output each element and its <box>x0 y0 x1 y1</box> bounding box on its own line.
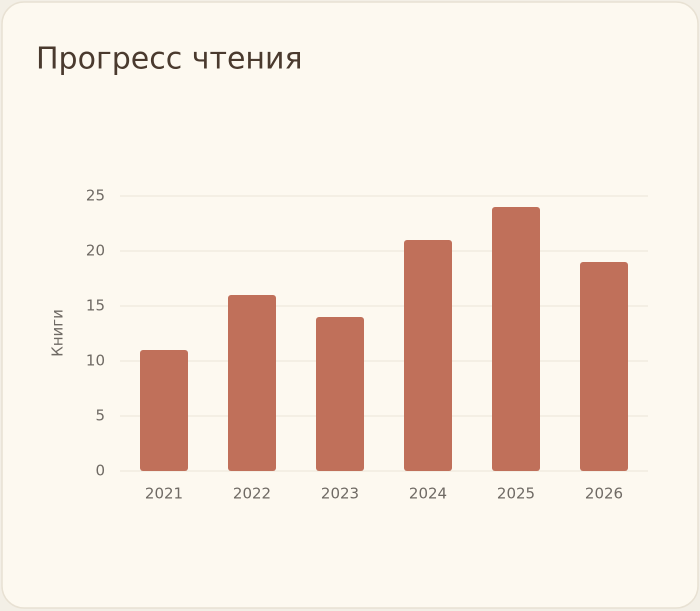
y-tick-label: 10 <box>86 352 105 370</box>
y-tick-label: 25 <box>86 187 105 205</box>
bar <box>404 240 452 471</box>
x-tick-label: 2022 <box>233 485 271 503</box>
y-tick-label: 0 <box>95 462 105 480</box>
x-tick-label: 2021 <box>145 485 183 503</box>
bar <box>492 207 540 471</box>
x-tick-label: 2025 <box>497 485 535 503</box>
y-tick-label: 5 <box>95 407 105 425</box>
x-tick-label: 2024 <box>409 485 447 503</box>
y-tick-label: 15 <box>86 297 105 315</box>
bar <box>140 350 188 471</box>
bar <box>580 262 628 471</box>
bar <box>316 317 364 471</box>
x-tick-label: 2023 <box>321 485 359 503</box>
chart-title: Прогресс чтения <box>36 42 303 77</box>
x-tick-label: 2026 <box>585 485 623 503</box>
y-tick-label: 20 <box>86 242 105 260</box>
bar <box>228 295 276 471</box>
y-axis-label: Книги <box>49 309 67 357</box>
